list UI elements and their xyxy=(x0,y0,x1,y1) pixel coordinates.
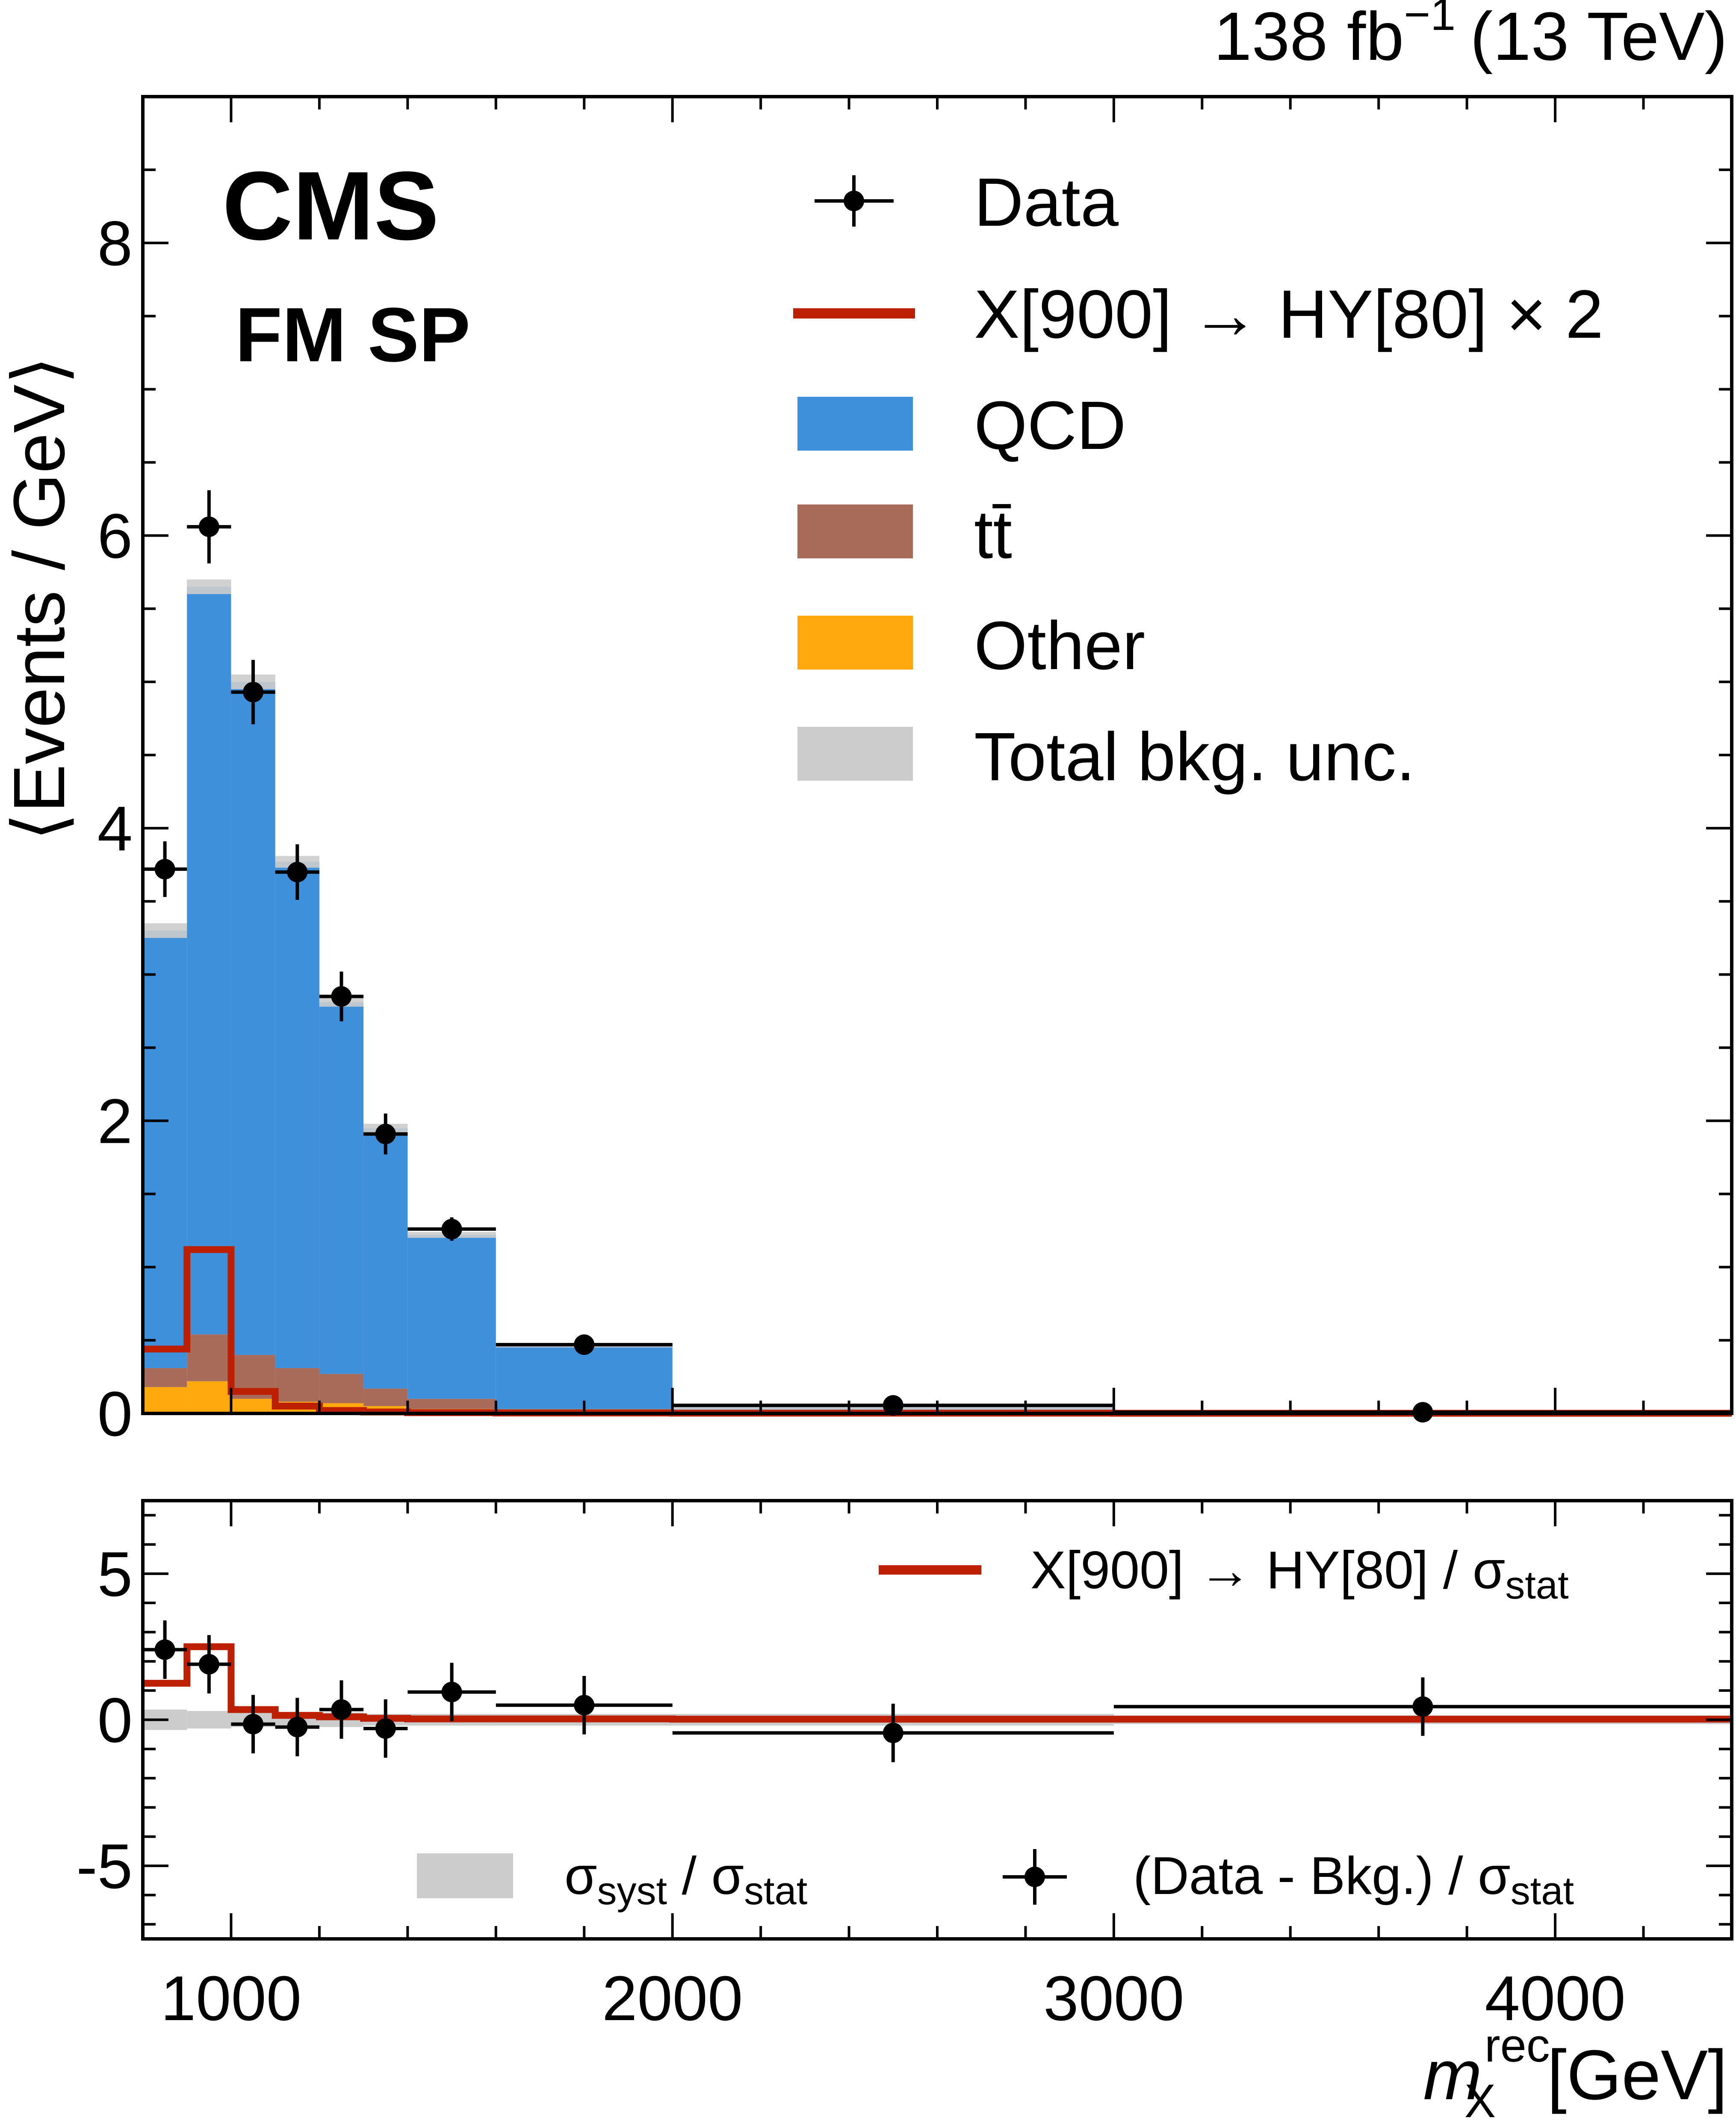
pull-point-3 xyxy=(275,1698,319,1756)
y-tick-label-2: 4 xyxy=(97,794,133,864)
bar-tt-1 xyxy=(187,1334,231,1381)
bar-qcd-3 xyxy=(275,861,319,1368)
stacked-histogram xyxy=(143,587,1732,1413)
x-tick-label-2: 3000 xyxy=(1043,1963,1184,2034)
main-axes: 0 2 4 6 8 xyxy=(97,95,1733,1449)
legend-entry-pull: (Data - Bkg.) / σstat xyxy=(1003,1847,1574,1913)
pull-point-9 xyxy=(1113,1677,1732,1736)
syst-band-bin-1 xyxy=(187,1711,231,1729)
y-tick-label-3: 6 xyxy=(97,501,133,572)
data-point-2 xyxy=(231,660,275,725)
legend-entry-other: Other xyxy=(797,607,1145,684)
data-point-8 xyxy=(672,1395,1114,1416)
data-point-5 xyxy=(363,1113,408,1155)
bar-qcd-6 xyxy=(407,1235,496,1399)
ratio-axes: -5 0 5 1000 2000 3000 4000 xyxy=(76,1501,1733,2034)
legend-entry-data: Data xyxy=(815,164,1119,240)
bar-qcd-2 xyxy=(231,681,275,1355)
legend-unc-label: Total bkg. unc. xyxy=(974,718,1415,795)
bar-other-2 xyxy=(231,1398,275,1413)
ratio-y-tick-label-1: 0 xyxy=(97,1685,133,1756)
data-point-0 xyxy=(143,841,187,897)
ratio-panel: -5 0 5 1000 2000 3000 4000 X[900] → HY[80] / σ… xyxy=(76,1499,1733,2034)
y-axis-label: ⟨Events / GeV⟩ xyxy=(0,356,80,841)
bar-tt-0 xyxy=(143,1368,187,1387)
data-point-4 xyxy=(319,971,364,1021)
bar-qcd-4 xyxy=(319,1002,364,1374)
legend-qcd-label: QCD xyxy=(974,387,1126,463)
y-tick-label-1: 2 xyxy=(97,1086,133,1157)
y-tick-label-4: 8 xyxy=(97,208,133,279)
main-frame xyxy=(141,95,1733,1415)
bar-qcd-0 xyxy=(143,930,187,1368)
x-tick-label-0: 1000 xyxy=(161,1963,301,2034)
pull-point-5 xyxy=(363,1699,408,1758)
pull-point-4 xyxy=(319,1680,364,1739)
legend-ratio: X[900] → HY[80] / σstat σsyst / σstat (D… xyxy=(417,1541,1574,1913)
pull-point-8 xyxy=(672,1703,1114,1762)
bar-tt-5 xyxy=(363,1388,408,1406)
bar-other-1 xyxy=(187,1381,231,1413)
pull-point-2 xyxy=(231,1695,275,1754)
pull-points xyxy=(143,1620,1732,1762)
bar-tt-3 xyxy=(275,1368,319,1402)
legend-syst-label: σsyst / σstat xyxy=(564,1847,807,1913)
x-axis-label: mrec X [GeV] xyxy=(1423,2019,1728,2124)
bar-tt-6 xyxy=(407,1398,496,1409)
unc-band-bin-0 xyxy=(143,923,187,938)
pull-point-0 xyxy=(143,1620,187,1679)
ratio-frame xyxy=(141,1499,1733,1941)
legend-entry-syst: σsyst / σstat xyxy=(417,1847,807,1913)
bar-other-0 xyxy=(143,1387,187,1413)
category-label: FM SP xyxy=(235,292,470,378)
legend-entry-signal: X[900] → HY[80] × 2 xyxy=(793,276,1603,352)
data-point-3 xyxy=(275,844,319,900)
data-point-6 xyxy=(407,1217,496,1241)
pull-point-7 xyxy=(496,1676,673,1735)
cms-label: CMS xyxy=(222,152,439,260)
legend-other-label: Other xyxy=(974,607,1145,684)
bar-tt-4 xyxy=(319,1374,364,1404)
luminosity-label: 138 fb−1 (13 TeV) xyxy=(1214,0,1728,74)
ratio-y-tick-label-0: -5 xyxy=(76,1831,133,1902)
ratio-y-tick-label-2: 5 xyxy=(97,1539,133,1610)
pull-point-6 xyxy=(407,1663,496,1721)
y-tick-label-0: 0 xyxy=(97,1379,133,1449)
legend-signal-label: X[900] → HY[80] × 2 xyxy=(974,276,1603,352)
unc-band-bin-1 xyxy=(187,579,231,594)
legend-entry-ratio-signal: X[900] → HY[80] / σstat xyxy=(879,1541,1569,1607)
bar-qcd-1 xyxy=(187,587,231,1335)
legend-entry-unc: Total bkg. unc. xyxy=(797,718,1415,795)
data-point-7 xyxy=(496,1334,673,1355)
legend-entry-qcd: QCD xyxy=(797,387,1126,463)
data-point-1 xyxy=(187,490,231,563)
legend-pull-label: (Data - Bkg.) / σstat xyxy=(1133,1847,1574,1913)
pull-point-1 xyxy=(187,1635,231,1693)
legend-ttbar-label: tt̄ xyxy=(974,496,1012,572)
x-tick-label-3: 4000 xyxy=(1485,1963,1625,2034)
legend-main: Data X[900] → HY[80] × 2 QCD tt̄ Other T… xyxy=(793,164,1603,795)
legend-entry-ttbar: tt̄ xyxy=(797,496,1012,572)
x-tick-label-1: 2000 xyxy=(602,1963,743,2034)
main-panel: 0 2 4 6 8 CMS FM SP ⟨Events / GeV⟩ Data X[90… xyxy=(0,95,1733,1449)
bar-qcd-5 xyxy=(363,1128,408,1389)
legend-data-label: Data xyxy=(974,164,1119,240)
bar-qcd-7 xyxy=(496,1345,673,1409)
legend-ratio-signal-label: X[900] → HY[80] / σstat xyxy=(1030,1541,1569,1607)
